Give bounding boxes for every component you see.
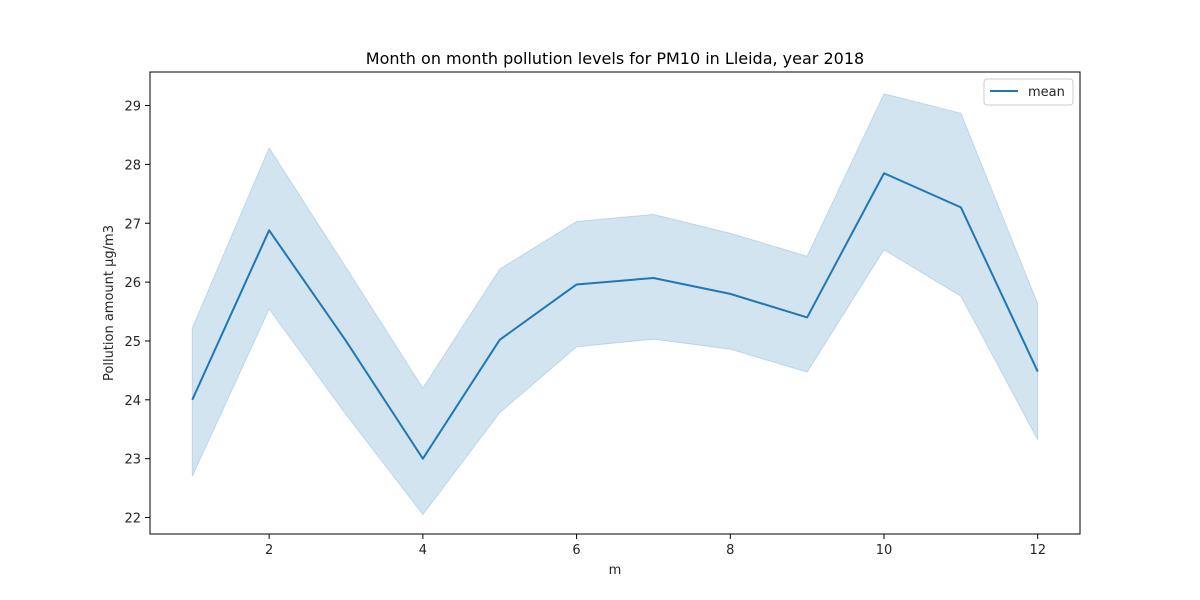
legend: mean (983, 78, 1074, 106)
y-tick-label: 24 (124, 394, 141, 409)
legend-label-mean: mean (1028, 85, 1065, 100)
series-line-layer (191, 172, 1039, 460)
y-tick-label: 26 (124, 276, 141, 291)
y-tick-label: 25 (124, 335, 141, 350)
plot-frame (149, 71, 1081, 535)
x-tick-label: 10 (876, 543, 893, 558)
x-tick-label: 8 (726, 543, 734, 558)
confidence-band-layer (191, 93, 1039, 516)
y-tick-label: 23 (124, 453, 141, 468)
x-tick-label: 12 (1029, 543, 1046, 558)
y-axis: 22 23 24 25 26 27 28 29 (124, 100, 150, 527)
y-tick-label: 28 (124, 158, 141, 173)
y-tick-label: 27 (124, 217, 141, 232)
y-tick-label: 29 (124, 100, 141, 115)
confidence-band-mean (191, 93, 1039, 516)
y-axis-title: Pollution amount µg/m3 (102, 225, 117, 381)
x-tick-label: 6 (572, 543, 580, 558)
x-axis: 2 4 6 8 10 12 (265, 534, 1046, 558)
legend-box (983, 78, 1074, 106)
chart-title: Month on month pollution levels for PM10… (366, 49, 864, 68)
y-tick-label: 22 (124, 512, 141, 527)
series-line-mean (191, 172, 1039, 460)
x-tick-label: 2 (265, 543, 273, 558)
x-tick-label: 4 (419, 543, 427, 558)
x-axis-title: m (609, 563, 622, 578)
